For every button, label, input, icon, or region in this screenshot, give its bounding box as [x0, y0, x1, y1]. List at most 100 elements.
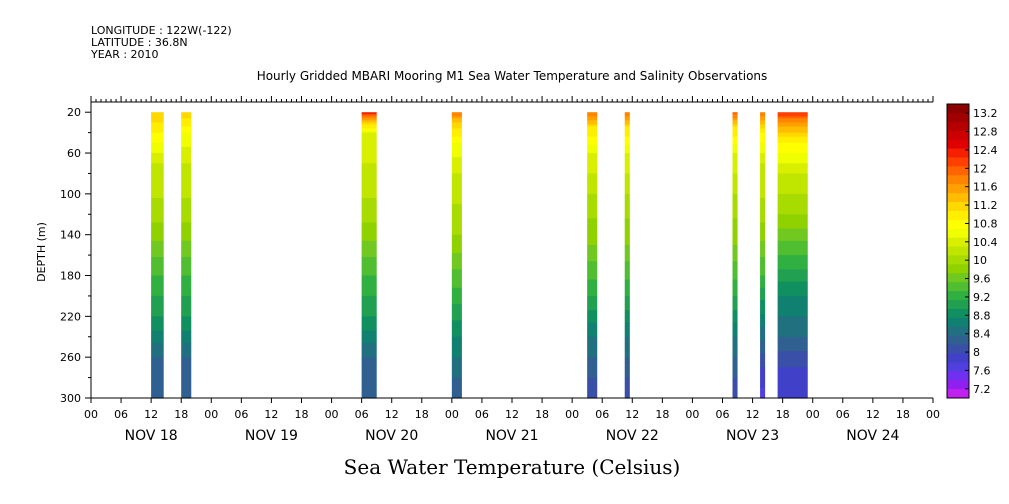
temperature-cell — [151, 289, 164, 293]
temperature-cell — [732, 175, 738, 179]
temperature-cell — [451, 383, 462, 387]
temperature-cell — [451, 150, 462, 154]
colorbar-label: 12.4 — [973, 144, 998, 157]
x-day-label: NOV 21 — [485, 428, 538, 444]
temperature-cell — [181, 381, 192, 385]
temperature-cell — [777, 230, 808, 234]
temperature-cell — [624, 279, 630, 283]
temperature-cell — [587, 191, 598, 195]
temperature-cell — [151, 395, 164, 399]
temperature-cell — [451, 295, 462, 299]
colorbar-label: 7.6 — [973, 364, 991, 377]
temperature-cell — [587, 242, 598, 246]
temperature-cell — [777, 240, 808, 244]
temperature-cell — [777, 150, 808, 154]
temperature-cell — [181, 359, 192, 362]
temperature-cell — [587, 124, 598, 128]
temperature-cell — [624, 393, 630, 397]
temperature-cell — [760, 226, 766, 230]
temperature-cell — [181, 340, 192, 344]
temperature-cell — [732, 355, 738, 358]
temperature-cell — [587, 279, 598, 283]
temperature-cell — [181, 165, 192, 168]
y-tick-label: 300 — [60, 392, 81, 405]
temperature-cell — [181, 253, 192, 256]
temperature-cell — [151, 218, 164, 221]
temperature-cell — [361, 144, 377, 148]
temperature-cell — [624, 259, 630, 262]
temperature-cell — [451, 261, 462, 264]
temperature-cell — [451, 379, 462, 383]
temperature-cell — [732, 183, 738, 187]
temperature-cell — [181, 242, 192, 246]
temperature-cell — [732, 132, 738, 136]
temperature-cell — [361, 155, 377, 158]
temperature-cell — [777, 185, 808, 189]
temperature-cell — [181, 144, 192, 148]
temperature-cell — [181, 334, 192, 338]
temperature-cell — [451, 136, 462, 140]
temperature-cell — [181, 369, 192, 373]
temperature-cell — [777, 297, 808, 301]
temperature-cell — [777, 357, 808, 360]
temperature-cell — [181, 112, 192, 115]
temperature-cell — [777, 346, 808, 350]
x-tick-label: 06 — [234, 408, 248, 421]
temperature-cell — [587, 269, 598, 273]
temperature-cell — [451, 148, 462, 152]
temperature-cell — [624, 367, 630, 371]
temperature-cell — [451, 126, 462, 130]
temperature-cell — [732, 248, 738, 252]
temperature-cell — [181, 275, 192, 279]
temperature-cell — [151, 251, 164, 254]
temperature-cell — [151, 228, 164, 232]
temperature-cell — [181, 197, 192, 201]
temperature-cell — [777, 138, 808, 142]
temperature-cell — [760, 359, 766, 362]
temperature-cell — [451, 234, 462, 238]
temperature-cell — [151, 197, 164, 201]
temperature-cell — [760, 157, 766, 160]
temperature-cell — [777, 344, 808, 348]
temperature-cell — [624, 157, 630, 160]
temperature-cell — [181, 222, 192, 226]
temperature-cell — [587, 369, 598, 373]
temperature-cell — [151, 181, 164, 185]
temperature-cell — [151, 363, 164, 366]
temperature-cell — [624, 228, 630, 232]
temperature-cell — [587, 208, 598, 211]
temperature-cell — [777, 289, 808, 293]
temperature-cell — [777, 326, 808, 330]
temperature-cell — [181, 308, 192, 311]
temperature-cell — [732, 389, 738, 393]
temperature-segment — [777, 112, 808, 399]
temperature-cell — [451, 138, 462, 142]
temperature-cell — [151, 179, 164, 183]
temperature-cell — [587, 371, 598, 375]
temperature-cell — [451, 267, 462, 270]
temperature-cell — [624, 289, 630, 293]
temperature-cell — [732, 232, 738, 236]
temperature-cell — [732, 332, 738, 336]
temperature-cell — [777, 116, 808, 119]
temperature-cell — [451, 191, 462, 195]
temperature-cell — [451, 236, 462, 240]
temperature-cell — [760, 330, 766, 334]
temperature-cell — [451, 287, 462, 291]
x-tick-label: 06 — [836, 408, 850, 421]
temperature-cell — [732, 206, 738, 209]
temperature-cell — [181, 267, 192, 270]
temperature-cell — [732, 293, 738, 297]
temperature-cell — [151, 140, 164, 144]
temperature-cell — [777, 283, 808, 287]
temperature-cell — [587, 251, 598, 254]
temperature-cell — [451, 144, 462, 148]
temperature-cell — [732, 308, 738, 311]
temperature-cell — [181, 251, 192, 254]
temperature-cell — [777, 314, 808, 317]
temperature-cell — [151, 163, 164, 166]
temperature-cell — [732, 155, 738, 158]
temperature-cell — [587, 283, 598, 287]
x-tick-label: 12 — [866, 408, 880, 421]
temperature-cell — [777, 320, 808, 324]
